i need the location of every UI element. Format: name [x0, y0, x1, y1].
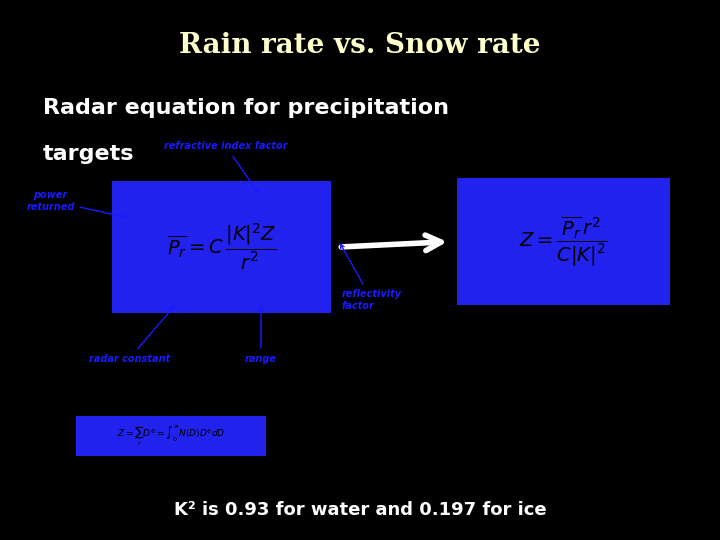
Text: Rain rate vs. Snow rate: Rain rate vs. Snow rate	[179, 32, 541, 59]
Text: radar constant: radar constant	[89, 306, 175, 364]
Text: refractive index factor: refractive index factor	[164, 141, 287, 193]
Text: $\overline{P_r} = C\,\dfrac{|K|^2 Z}{r^2}$: $\overline{P_r} = C\,\dfrac{|K|^2 Z}{r^2…	[166, 222, 276, 272]
Text: power
returned: power returned	[26, 190, 125, 218]
Text: reflectivity
factor: reflectivity factor	[341, 244, 402, 311]
FancyBboxPatch shape	[457, 178, 670, 305]
FancyBboxPatch shape	[76, 416, 266, 456]
Text: targets: targets	[43, 144, 135, 164]
Text: $Z = \sum_r D^6 = \int_0^\infty N(D)D^6 dD$: $Z = \sum_r D^6 = \int_0^\infty N(D)D^6 …	[117, 424, 225, 448]
Text: $Z = \dfrac{\overline{P_r}\,r^2}{C|K|^2}$: $Z = \dfrac{\overline{P_r}\,r^2}{C|K|^2}…	[519, 215, 608, 268]
Text: range: range	[245, 307, 277, 364]
Text: Radar equation for precipitation: Radar equation for precipitation	[43, 98, 449, 118]
FancyBboxPatch shape	[112, 181, 331, 313]
Text: K² is 0.93 for water and 0.197 for ice: K² is 0.93 for water and 0.197 for ice	[174, 501, 546, 519]
